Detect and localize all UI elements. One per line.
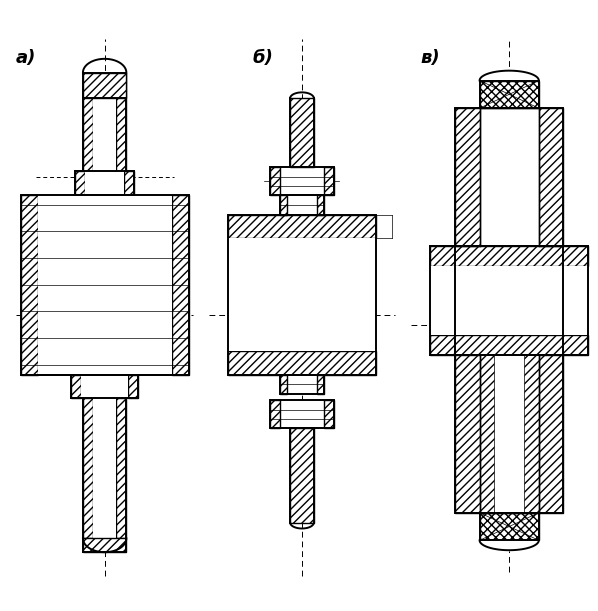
Bar — [287, 195, 317, 214]
Bar — [228, 238, 376, 351]
Bar — [228, 214, 376, 375]
Bar — [280, 375, 287, 394]
Bar — [287, 375, 317, 394]
Bar — [280, 195, 324, 214]
Bar — [280, 195, 287, 214]
Bar — [280, 400, 324, 428]
Bar — [21, 195, 188, 375]
Bar — [85, 171, 124, 195]
Bar — [324, 400, 334, 428]
Bar — [124, 171, 135, 195]
Bar — [280, 375, 324, 394]
Bar — [455, 108, 480, 246]
Bar — [83, 538, 126, 552]
Bar — [431, 266, 588, 335]
Bar — [228, 214, 376, 238]
Bar — [480, 108, 539, 246]
Bar — [75, 171, 85, 195]
Bar — [270, 400, 334, 428]
Bar — [270, 167, 334, 195]
Bar — [75, 171, 135, 195]
Bar — [480, 513, 539, 540]
Bar — [83, 398, 93, 538]
Bar — [117, 398, 126, 538]
Bar — [539, 108, 563, 246]
Bar — [117, 73, 126, 171]
Bar — [83, 73, 93, 171]
Text: в): в) — [420, 49, 440, 67]
Bar — [317, 375, 324, 394]
Bar — [81, 375, 129, 398]
Bar — [270, 400, 280, 428]
Bar — [431, 246, 588, 355]
Bar — [71, 375, 81, 398]
Bar — [129, 375, 138, 398]
Bar — [455, 355, 563, 513]
Bar — [480, 513, 539, 540]
Text: б): б) — [253, 49, 273, 67]
Bar — [71, 375, 138, 398]
Bar — [83, 73, 126, 98]
Bar — [524, 355, 539, 513]
Bar — [21, 195, 38, 375]
Bar — [280, 167, 324, 195]
Bar — [270, 167, 280, 195]
Bar — [431, 335, 588, 355]
Bar — [290, 98, 314, 167]
Bar — [290, 428, 314, 522]
Text: а): а) — [16, 49, 36, 67]
Bar — [228, 351, 376, 375]
Bar — [324, 167, 334, 195]
Bar — [172, 195, 188, 375]
Bar — [38, 195, 172, 375]
Bar — [480, 355, 539, 513]
Bar — [317, 195, 324, 214]
Bar — [539, 355, 563, 513]
Bar — [455, 108, 563, 246]
Bar — [480, 355, 495, 513]
Bar — [431, 246, 588, 266]
Bar — [455, 355, 480, 513]
Bar — [480, 81, 539, 108]
Bar — [93, 398, 117, 538]
Bar — [93, 73, 117, 171]
Bar — [480, 81, 539, 108]
